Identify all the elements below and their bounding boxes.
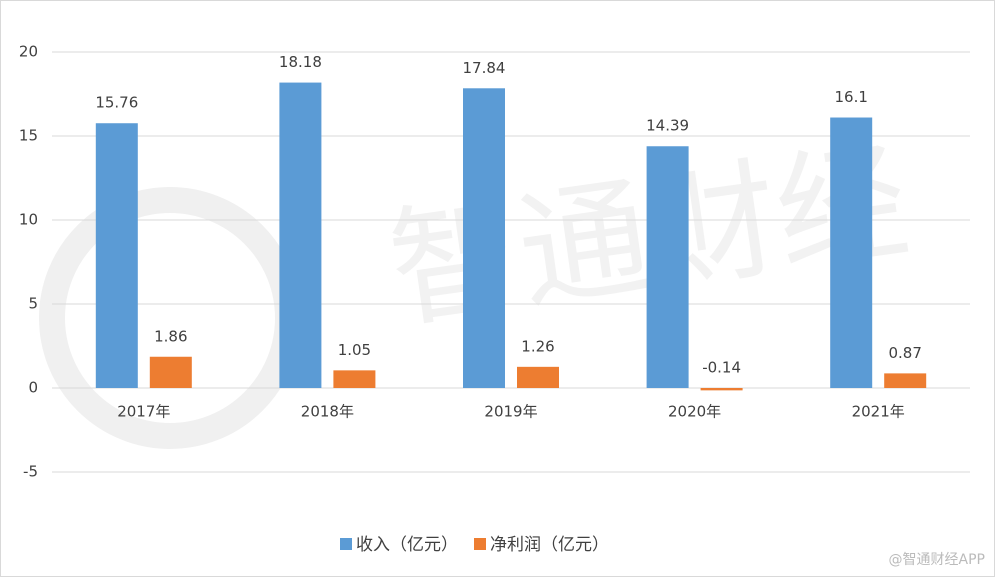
y-tick-label: 5 xyxy=(28,295,38,313)
x-tick-label: 2017年 xyxy=(117,403,170,421)
bar xyxy=(333,370,376,388)
y-tick-label: 15 xyxy=(19,127,38,145)
legend-swatch xyxy=(474,538,486,550)
data-label: 14.39 xyxy=(646,117,689,135)
x-tick-label: 2019年 xyxy=(484,403,537,421)
credit: @智通财经APP xyxy=(889,552,985,568)
bar xyxy=(517,366,559,388)
x-tick-label: 2018年 xyxy=(301,403,354,421)
bar xyxy=(830,117,873,389)
data-label: 16.1 xyxy=(834,88,867,106)
legend-label: 收入（亿元） xyxy=(356,535,458,555)
x-tick-label: 2021年 xyxy=(852,403,905,421)
data-label: 18.18 xyxy=(279,53,322,71)
data-label: 17.84 xyxy=(463,59,506,77)
bar xyxy=(884,373,927,388)
data-label: 1.05 xyxy=(338,341,371,359)
data-label: 0.87 xyxy=(888,344,921,362)
y-tick-label: 0 xyxy=(28,379,38,397)
bar xyxy=(463,88,505,389)
data-label: 15.76 xyxy=(95,94,138,112)
data-label: -0.14 xyxy=(702,359,741,377)
bar xyxy=(95,123,138,389)
data-label: 1.86 xyxy=(154,327,187,345)
bar xyxy=(700,388,743,391)
y-tick-label: 20 xyxy=(19,43,38,61)
x-tick-label: 2020年 xyxy=(668,403,721,421)
legend-swatch xyxy=(340,538,352,550)
bar xyxy=(149,356,192,388)
bar xyxy=(279,82,322,389)
bar xyxy=(646,146,689,388)
y-tick-label: 10 xyxy=(19,211,38,229)
data-label: 1.26 xyxy=(521,337,554,355)
legend-label: 净利润（亿元） xyxy=(490,535,609,555)
y-tick-label: -5 xyxy=(23,463,38,481)
